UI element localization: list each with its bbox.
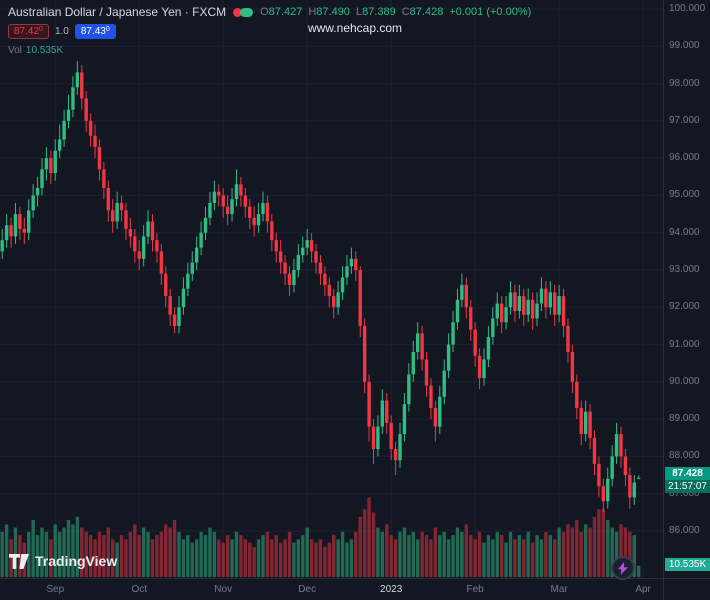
- price-axis-label: 100.000: [669, 3, 706, 14]
- price-axis-label: 93.000: [669, 264, 700, 275]
- close-label: C: [401, 6, 410, 18]
- quote-row: 87.420 1.0 87.430: [8, 24, 116, 39]
- lightning-bolt-icon: [618, 561, 628, 575]
- volume-axis-tag: 10.535K: [665, 557, 710, 571]
- close-value: 87.428: [409, 6, 444, 18]
- time-axis-label: Sep: [46, 584, 65, 595]
- price-axis-label: 92.000: [669, 301, 700, 313]
- price-axis-label: 94.000: [669, 226, 700, 238]
- time-axis-label: 2023: [380, 584, 403, 595]
- price-axis-label: 89.000: [669, 413, 700, 425]
- price-axis-label: 87.000: [669, 487, 700, 499]
- volume-value: 10.535K: [25, 45, 64, 56]
- last-price-value: 87.428: [665, 466, 710, 480]
- price-axis-label: 90.000: [669, 375, 700, 387]
- time-axis-label: Apr: [635, 584, 651, 595]
- time-axis-label: Dec: [298, 584, 317, 595]
- low-value: 87.389: [362, 6, 396, 18]
- price-axis-label: 86.000: [669, 525, 700, 536]
- high-value: 87.490: [316, 6, 350, 18]
- time-axis-label: Oct: [131, 584, 147, 595]
- open-value: 87.427: [268, 6, 303, 18]
- green-pill-icon: [240, 7, 254, 17]
- last-price-tag: 87.428 21:57:07: [665, 466, 710, 493]
- sell-button[interactable]: 87.420: [8, 24, 49, 39]
- symbol-title[interactable]: Australian Dollar / Japanese Yen · FXCM: [8, 5, 227, 19]
- change-value: +0.001 (+0.00%): [449, 6, 532, 18]
- spread-value: 1.0: [54, 26, 69, 37]
- price-axis-label: 95.000: [669, 189, 700, 201]
- time-axis[interactable]: Sep Oct Nov Dec 2023 Feb Mar Apr: [0, 578, 663, 600]
- price-axis[interactable]: 100.000 99.000 98.000 97.000 96.000 95.000 94.…: [663, 0, 710, 578]
- chart-legend: Australian Dollar / Japanese Yen · FXCM …: [8, 5, 531, 19]
- time-axis-label: Mar: [550, 584, 568, 595]
- ohlc-readout: O87.427 H87.490 L87.389 C87.428 +0.001 (…: [260, 6, 531, 18]
- tradingview-logo[interactable]: TradingView: [9, 553, 117, 569]
- watermark-text: www.nehcap.com: [307, 21, 403, 35]
- tradingview-logo-text: TradingView: [35, 553, 118, 569]
- volume-label: Vol: [8, 45, 22, 56]
- red-dot-icon: [233, 7, 243, 17]
- market-status-toggle[interactable]: [233, 7, 254, 17]
- volume-readout: Vol 10.535K: [8, 45, 63, 56]
- open-label: O: [260, 6, 269, 18]
- time-axis-label: Feb: [466, 584, 484, 595]
- price-axis-label: 98.000: [669, 77, 700, 89]
- price-axis-label: 97.000: [669, 114, 700, 126]
- price-axis-label: 88.000: [669, 450, 700, 462]
- time-axis-label: Nov: [214, 584, 233, 595]
- bar-countdown: 21:57:07: [665, 479, 710, 493]
- boost-button[interactable]: [611, 556, 635, 580]
- price-axis-label: 99.000: [669, 40, 700, 52]
- high-label: H: [308, 6, 317, 18]
- candlestick-volume-chart[interactable]: [0, 0, 663, 578]
- axis-corner: [663, 578, 710, 600]
- buy-button[interactable]: 87.430: [74, 24, 116, 39]
- tradingview-logomark-icon: [9, 553, 29, 569]
- price-axis-label: 96.000: [669, 152, 700, 164]
- low-label: L: [355, 6, 363, 18]
- price-axis-label: 91.000: [669, 338, 700, 350]
